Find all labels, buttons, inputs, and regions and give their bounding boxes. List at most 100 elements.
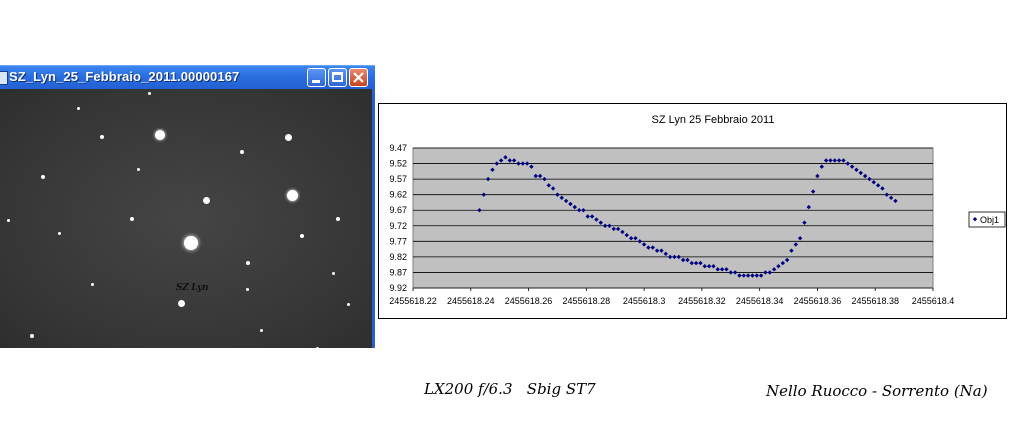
y-tick-label: 9.47	[389, 143, 407, 153]
data-point	[711, 264, 716, 269]
star	[336, 217, 340, 221]
data-point	[737, 273, 742, 278]
data-point	[854, 167, 859, 172]
x-tick-label: 2455618.4	[912, 296, 955, 306]
legend-box	[968, 211, 1006, 228]
data-point	[875, 183, 881, 188]
data-point	[654, 248, 660, 253]
star	[316, 347, 319, 348]
data-point	[841, 158, 846, 163]
data-point	[706, 264, 712, 269]
data-point	[507, 158, 512, 163]
star	[148, 92, 151, 95]
star	[100, 135, 104, 139]
close-button[interactable]	[349, 68, 368, 87]
star	[285, 134, 292, 141]
legend-label: Obj1	[980, 215, 999, 225]
y-tick-label: 9.82	[389, 252, 407, 262]
x-tick-label: 2455618.32	[678, 296, 726, 306]
window-title: SZ_Lyn_25_Febbraio_2011.00000167	[9, 69, 240, 84]
data-point	[667, 254, 673, 260]
data-point	[771, 267, 777, 272]
data-point	[494, 161, 499, 166]
data-point	[511, 158, 517, 163]
data-point	[758, 273, 764, 278]
data-point	[607, 223, 612, 228]
data-point	[888, 195, 894, 200]
y-tick-label: 9.52	[389, 159, 407, 169]
data-point	[836, 158, 842, 163]
data-point	[516, 161, 521, 166]
data-point	[620, 229, 625, 235]
light-curve-chart: SZ Lyn 25 Febbraio 2011 9.47 9.52 9.57 9.62 9…	[378, 103, 1007, 319]
star	[178, 300, 185, 307]
star	[7, 219, 10, 222]
x-tick-label: 2455618.36	[794, 296, 842, 306]
plot-area	[412, 147, 934, 289]
data-point	[784, 257, 790, 263]
data-point	[823, 158, 829, 163]
x-tick-label: 2455618.28	[563, 296, 611, 306]
star	[246, 261, 250, 265]
star	[300, 234, 304, 238]
fits-image-icon	[0, 71, 8, 85]
star	[77, 107, 80, 110]
maximize-button[interactable]	[328, 68, 347, 87]
data-point	[685, 257, 690, 263]
star	[130, 217, 134, 221]
data-point	[568, 201, 573, 207]
window-titlebar[interactable]: SZ_Lyn_25_Febbraio_2011.00000167	[0, 65, 375, 89]
star	[347, 303, 350, 306]
y-tick-label: 9.72	[389, 221, 407, 231]
equipment-caption: LX200 f/6.3 Sbig ST7	[424, 380, 596, 398]
data-point	[498, 158, 504, 163]
legend-marker	[972, 217, 978, 222]
minimize-button[interactable]	[307, 68, 326, 87]
x-tick-label: 2455618.22	[389, 296, 437, 306]
data-point	[633, 236, 638, 241]
data-point	[524, 161, 530, 166]
data-point	[680, 257, 686, 263]
data-point	[594, 217, 599, 222]
star	[246, 288, 249, 291]
minimize-icon	[312, 80, 320, 83]
data-point	[481, 192, 486, 197]
data-point	[485, 176, 491, 182]
data-point	[477, 208, 482, 213]
data-point	[797, 236, 803, 241]
star-sz-lyn	[184, 236, 198, 250]
star	[260, 329, 263, 332]
data-point	[867, 176, 872, 182]
x-tick-label: 2455618.38	[851, 296, 899, 306]
x-tick-label: 2455618.34	[736, 296, 784, 306]
data-point	[750, 273, 755, 278]
star	[91, 283, 94, 286]
data-point	[624, 232, 629, 238]
data-point	[828, 158, 833, 163]
data-point	[776, 264, 781, 269]
y-tick-label: 9.67	[389, 205, 407, 215]
data-point	[893, 198, 898, 204]
data-point	[724, 267, 729, 272]
data-point	[698, 260, 703, 266]
star	[287, 190, 298, 201]
data-point	[849, 164, 855, 169]
data-point	[581, 208, 586, 213]
maximize-icon	[332, 72, 343, 82]
data-point	[490, 167, 495, 172]
star	[332, 272, 335, 275]
chart-title: SZ Lyn 25 Febbraio 2011	[652, 114, 775, 126]
y-tick-label: 9.62	[389, 190, 407, 200]
data-point	[810, 189, 816, 194]
data-point	[732, 270, 738, 275]
star-label: SZ Lyn	[176, 283, 209, 293]
star	[41, 175, 45, 179]
y-tick-label: 9.77	[389, 236, 407, 246]
y-tick-label: 9.57	[389, 174, 407, 184]
data-point	[745, 273, 751, 278]
star	[240, 150, 244, 154]
star	[30, 334, 34, 338]
data-point	[503, 155, 508, 160]
x-tick-label: 2455618.24	[447, 296, 495, 306]
data-point	[719, 267, 725, 272]
